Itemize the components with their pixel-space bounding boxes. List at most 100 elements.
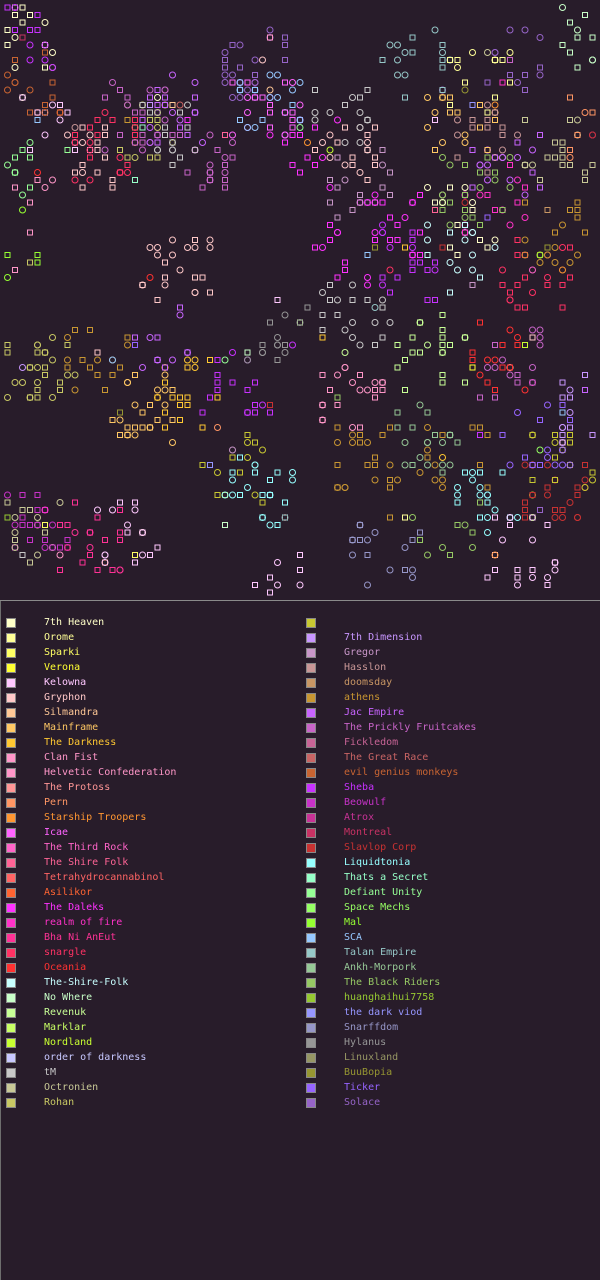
planet-square[interactable]	[169, 394, 176, 401]
planet-circle[interactable]	[499, 356, 506, 364]
planet-square[interactable]	[139, 117, 146, 123]
planet-circle[interactable]	[11, 544, 19, 551]
planet-square[interactable]	[162, 424, 168, 431]
planet-square[interactable]	[522, 507, 528, 513]
planet-circle[interactable]	[86, 131, 94, 139]
planet-square[interactable]	[529, 169, 536, 176]
planet-circle[interactable]	[244, 124, 251, 131]
planet-square[interactable]	[27, 537, 33, 543]
planet-square[interactable]	[177, 417, 183, 423]
planet-square[interactable]	[132, 334, 138, 341]
planet-square[interactable]	[334, 184, 341, 191]
planet-square[interactable]	[87, 552, 93, 558]
planet-circle[interactable]	[251, 124, 259, 131]
planet-square[interactable]	[439, 94, 446, 101]
planet-circle[interactable]	[206, 236, 214, 244]
planet-square[interactable]	[544, 282, 551, 288]
planet-circle[interactable]	[544, 454, 551, 461]
planet-circle[interactable]	[379, 296, 386, 304]
planet-square[interactable]	[244, 79, 251, 86]
planet-square[interactable]	[259, 94, 266, 101]
planet-square[interactable]	[49, 544, 56, 551]
planet-square[interactable]	[64, 522, 71, 528]
planet-square[interactable]	[537, 417, 543, 423]
planet-circle[interactable]	[169, 146, 176, 154]
planet-square[interactable]	[42, 42, 48, 48]
planet-square[interactable]	[57, 102, 63, 108]
planet-circle[interactable]	[461, 184, 469, 191]
planet-square[interactable]	[492, 552, 498, 558]
planet-square[interactable]	[484, 499, 491, 506]
planet-square[interactable]	[147, 424, 153, 431]
planet-square[interactable]	[567, 244, 573, 251]
planet-circle[interactable]	[574, 514, 581, 521]
planet-circle[interactable]	[356, 386, 364, 394]
planet-circle[interactable]	[11, 4, 19, 11]
planet-circle[interactable]	[491, 244, 499, 251]
planet-square[interactable]	[484, 214, 491, 221]
planet-circle[interactable]	[41, 131, 49, 139]
planet-square[interactable]	[439, 207, 446, 213]
planet-circle[interactable]	[341, 139, 349, 146]
planet-square[interactable]	[19, 552, 26, 558]
planet-square[interactable]	[492, 567, 498, 573]
planet-circle[interactable]	[476, 161, 484, 169]
planet-circle[interactable]	[191, 356, 199, 364]
planet-square[interactable]	[469, 102, 476, 108]
planet-circle[interactable]	[469, 476, 476, 484]
planet-circle[interactable]	[221, 79, 229, 86]
planet-square[interactable]	[514, 139, 521, 146]
planet-square[interactable]	[522, 184, 528, 191]
planet-square[interactable]	[319, 312, 326, 318]
planet-circle[interactable]	[364, 581, 371, 589]
planet-circle[interactable]	[551, 559, 559, 566]
planet-square[interactable]	[364, 199, 371, 206]
planet-circle[interactable]	[514, 154, 521, 161]
planet-square[interactable]	[184, 349, 191, 356]
planet-square[interactable]	[87, 147, 93, 153]
planet-circle[interactable]	[424, 341, 431, 349]
planet-circle[interactable]	[161, 401, 169, 409]
planet-square[interactable]	[4, 27, 11, 33]
planet-square[interactable]	[507, 364, 513, 371]
planet-circle[interactable]	[154, 94, 161, 101]
planet-circle[interactable]	[349, 379, 356, 386]
planet-square[interactable]	[379, 147, 386, 153]
planet-square[interactable]	[469, 184, 476, 191]
planet-square[interactable]	[567, 49, 573, 56]
planet-square[interactable]	[124, 424, 131, 431]
planet-square[interactable]	[27, 364, 33, 371]
planet-square[interactable]	[334, 484, 341, 491]
planet-square[interactable]	[522, 117, 528, 123]
planet-circle[interactable]	[401, 49, 409, 56]
planet-square[interactable]	[79, 124, 86, 131]
planet-square[interactable]	[259, 499, 266, 506]
planet-circle[interactable]	[469, 544, 476, 551]
planet-square[interactable]	[237, 117, 243, 123]
planet-circle[interactable]	[71, 176, 79, 184]
planet-square[interactable]	[567, 117, 573, 123]
planet-square[interactable]	[522, 252, 528, 258]
planet-circle[interactable]	[356, 169, 364, 176]
planet-square[interactable]	[282, 57, 288, 63]
planet-square[interactable]	[19, 507, 26, 513]
planet-circle[interactable]	[56, 499, 64, 506]
planet-circle[interactable]	[296, 101, 304, 109]
planet-square[interactable]	[19, 4, 26, 11]
planet-square[interactable]	[87, 327, 93, 333]
planet-circle[interactable]	[71, 529, 79, 536]
planet-circle[interactable]	[49, 394, 56, 401]
planet-square[interactable]	[304, 154, 311, 161]
planet-square[interactable]	[559, 379, 566, 386]
planet-circle[interactable]	[484, 161, 491, 169]
planet-square[interactable]	[12, 4, 18, 11]
planet-square[interactable]	[447, 199, 453, 206]
planet-circle[interactable]	[461, 131, 469, 139]
planet-square[interactable]	[417, 192, 423, 198]
planet-square[interactable]	[117, 87, 123, 93]
planet-circle[interactable]	[326, 146, 334, 154]
planet-square[interactable]	[552, 154, 558, 161]
planet-circle[interactable]	[266, 521, 274, 529]
planet-circle[interactable]	[274, 581, 281, 589]
planet-circle[interactable]	[424, 461, 431, 469]
